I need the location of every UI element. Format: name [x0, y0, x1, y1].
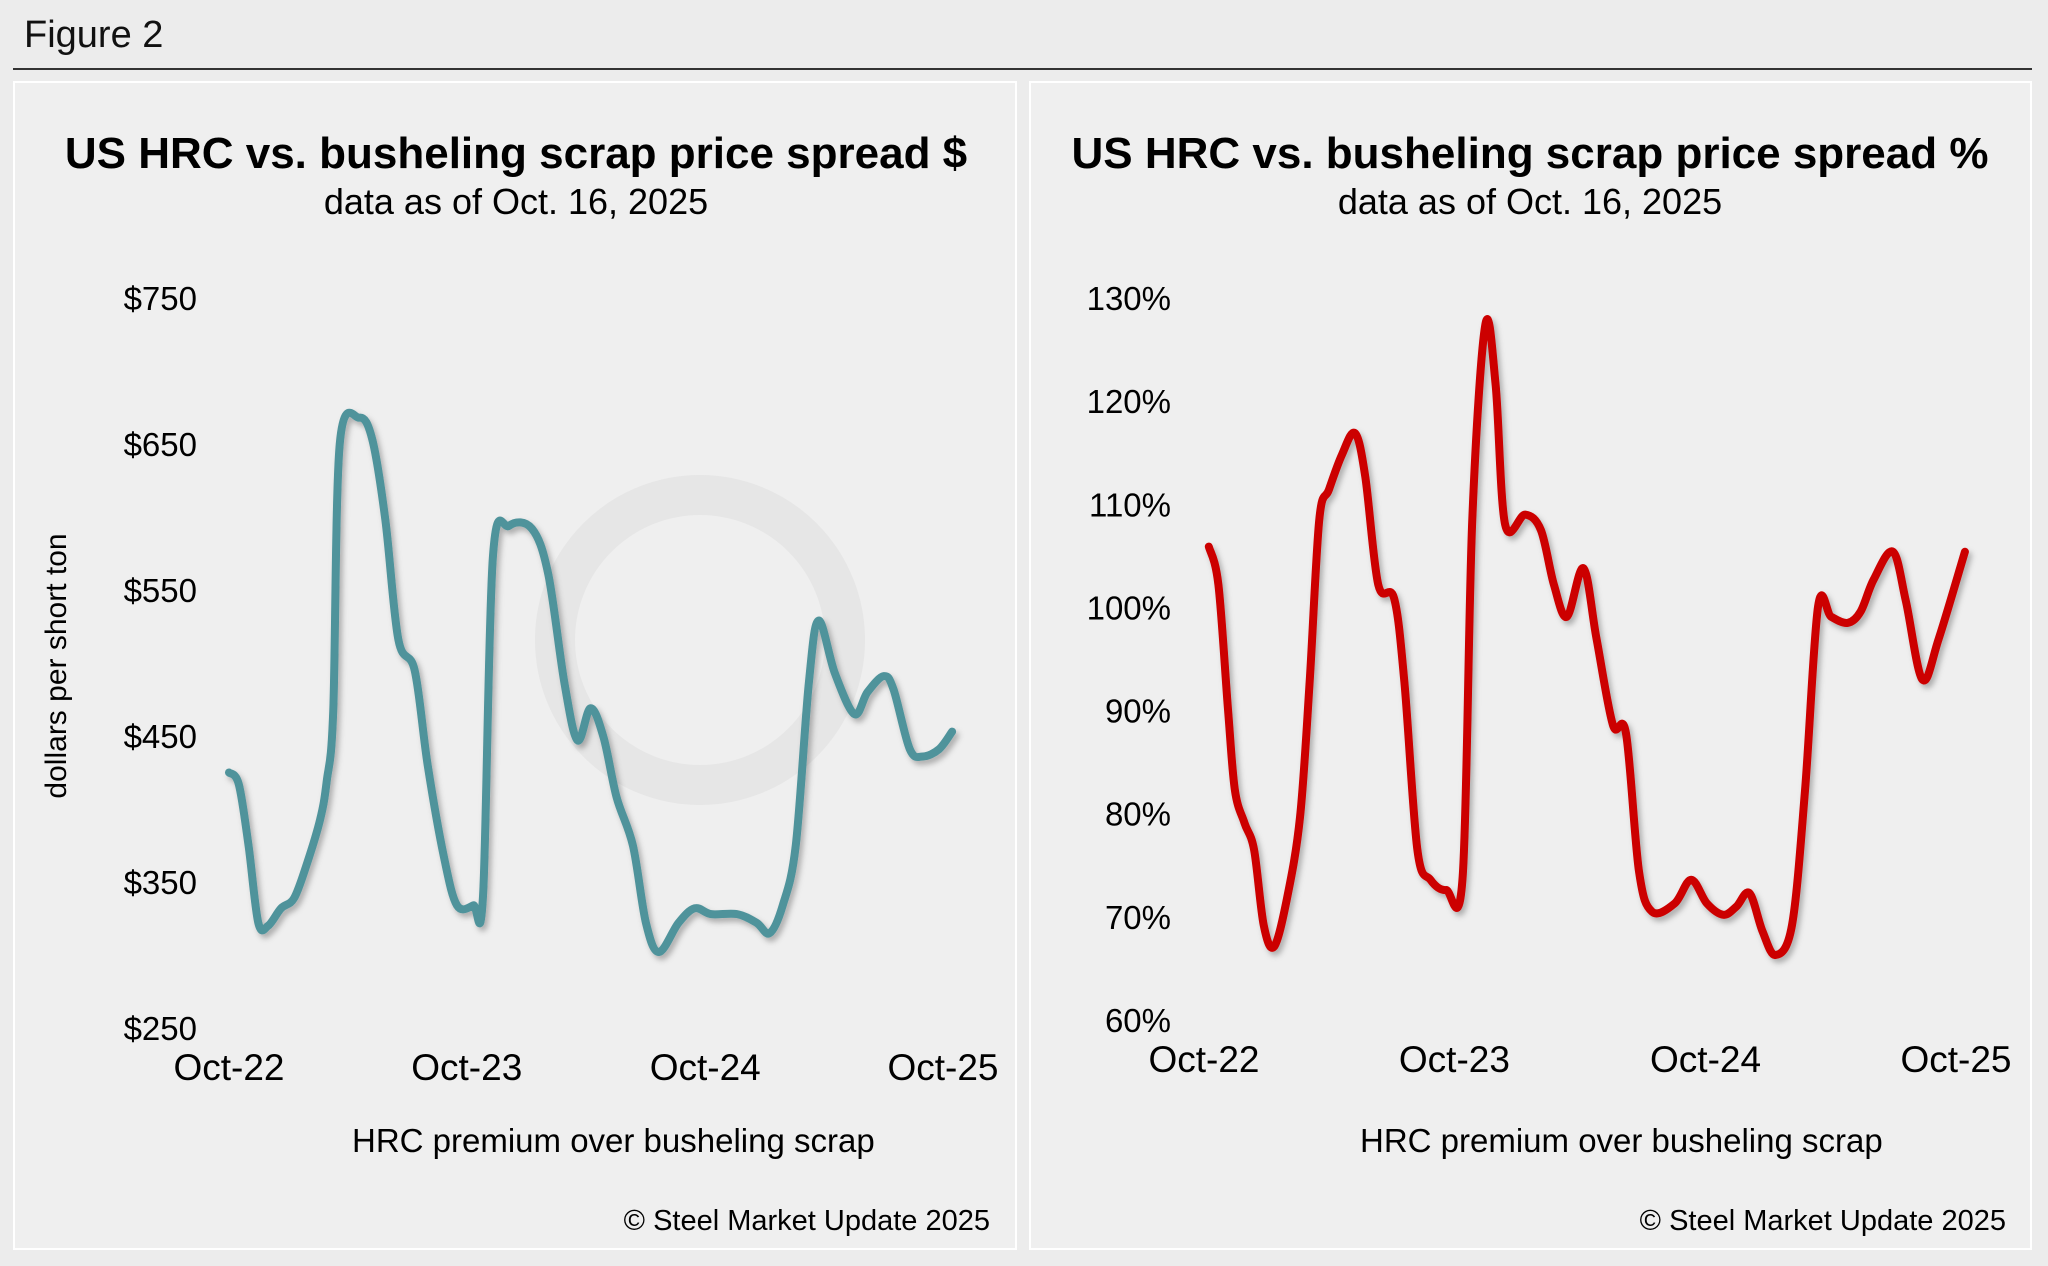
figure-label: Figure 2: [24, 14, 164, 56]
y-tick-label: $550: [124, 572, 197, 609]
y-tick-label: $750: [124, 280, 197, 317]
y-tick-label: 130%: [1087, 280, 1171, 317]
chart-1: US HRC vs. busheling scrap price spread …: [1072, 129, 2012, 1237]
x-tick-label: Oct-24: [650, 1047, 761, 1088]
y-tick-label: 100%: [1087, 589, 1171, 626]
x-tick-label: Oct-25: [1900, 1039, 2011, 1080]
series-line: [1204, 315, 1969, 960]
legend-label: HRC premium over busheling scrap: [1360, 1122, 1883, 1159]
divider: [13, 68, 2032, 70]
y-tick-label: $350: [124, 864, 197, 901]
y-tick-label: 90%: [1105, 693, 1171, 730]
x-tick-label: Oct-22: [1148, 1039, 1259, 1080]
y-tick-label: 60%: [1105, 1002, 1171, 1039]
x-tick-label: Oct-25: [887, 1047, 998, 1088]
chart-subtitle: data as of Oct. 16, 2025: [1338, 181, 1722, 222]
y-tick-label: 80%: [1105, 796, 1171, 833]
y-tick-label: $250: [124, 1010, 197, 1047]
chart-0: US HRC vs. busheling scrap price spread …: [40, 129, 999, 1237]
y-tick-label: 70%: [1105, 899, 1171, 936]
y-tick-label: $650: [124, 426, 197, 463]
chart-panel-percent: [1029, 81, 2032, 1250]
copyright-text: © Steel Market Update 2025: [624, 1205, 990, 1237]
copyright-text: © Steel Market Update 2025: [1640, 1205, 2006, 1237]
y-axis-label: dollars per short ton: [40, 533, 73, 798]
legend-label: HRC premium over busheling scrap: [352, 1122, 875, 1159]
y-tick-label: 110%: [1089, 486, 1171, 523]
x-tick-label: Oct-23: [411, 1047, 522, 1088]
series-line: [225, 408, 957, 957]
chart-title: US HRC vs. busheling scrap price spread …: [65, 129, 967, 178]
y-tick-label: $450: [124, 718, 197, 755]
chart-subtitle: data as of Oct. 16, 2025: [324, 181, 708, 222]
x-tick-label: Oct-24: [1650, 1039, 1761, 1080]
x-tick-label: Oct-23: [1399, 1039, 1510, 1080]
y-tick-label: 120%: [1087, 383, 1171, 420]
x-tick-label: Oct-22: [173, 1047, 284, 1088]
chart-title: US HRC vs. busheling scrap price spread …: [1072, 129, 1989, 178]
